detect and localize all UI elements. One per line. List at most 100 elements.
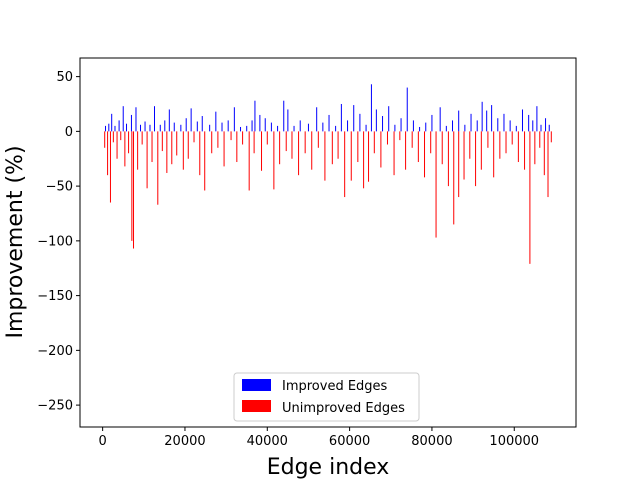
- improved-edge-bar: [476, 120, 478, 132]
- unimproved-edge-bar: [199, 131, 201, 176]
- improved-edge-bar: [521, 109, 523, 132]
- unimproved-edge-bar: [176, 131, 178, 156]
- unimproved-edge-bar: [242, 131, 244, 145]
- unimproved-edge-bar: [543, 131, 545, 176]
- improved-edge-bar: [264, 118, 266, 132]
- unimproved-edge-bar: [480, 131, 482, 170]
- unimproved-edge-bar: [116, 131, 118, 159]
- improved-edge-bar: [509, 120, 511, 132]
- unimproved-edge-bar: [430, 131, 432, 154]
- improved-edge-bar: [347, 120, 349, 132]
- improved-edge-bar: [394, 124, 396, 132]
- unimproved-edge-bar: [453, 131, 455, 225]
- improved-edge-bar: [486, 110, 488, 132]
- x-axis-label: Edge index: [267, 455, 390, 480]
- unimproved-edge-bar: [157, 131, 159, 205]
- unimproved-edge-bar: [386, 131, 388, 145]
- improved-edge-bar: [515, 125, 517, 132]
- improved-edge-bar: [548, 124, 550, 132]
- unimproved-edge-bar: [187, 131, 189, 159]
- improved-edge-bar: [406, 87, 408, 132]
- unimproved-edge-bar: [253, 131, 255, 154]
- improved-edge-bar: [419, 126, 421, 132]
- y-tick-label: 0: [65, 125, 73, 140]
- unimproved-edge-bar: [550, 131, 552, 143]
- improved-edge-bar: [316, 107, 318, 132]
- unimproved-edge-bar: [493, 131, 495, 178]
- improved-edge-bar: [458, 110, 460, 132]
- improved-edge-bar: [365, 124, 367, 132]
- unimproved-edge-bar: [151, 131, 153, 163]
- improved-edge-bar: [425, 122, 427, 132]
- unimproved-edge-bar: [133, 131, 135, 249]
- improved-edge-bar: [293, 125, 295, 132]
- improved-edge-bar: [445, 125, 447, 132]
- legend: Improved Edges Unimproved Edges: [233, 372, 420, 422]
- improved-edge-bar: [307, 123, 309, 132]
- unimproved-edge-bar: [447, 131, 449, 187]
- improved-edge-bar: [201, 116, 203, 132]
- unimproved-edge-bar: [487, 131, 489, 148]
- improved-edge-bar: [375, 109, 377, 132]
- improved-edge-bar: [470, 113, 472, 132]
- improved-edge-bar: [251, 120, 253, 132]
- improved-edge-bar: [154, 106, 155, 132]
- unimproved-edge-bar: [393, 131, 395, 176]
- improved-edge-bar: [491, 105, 493, 132]
- unimproved-edge-bar: [324, 131, 326, 181]
- improved-edge-bar: [277, 125, 279, 132]
- improved-edge-bar: [173, 122, 175, 132]
- unimproved-edge-bar: [424, 131, 426, 178]
- x-tick-label: 20000: [164, 434, 205, 449]
- x-tick-label: 0: [98, 434, 106, 449]
- unimproved-edge-bar: [499, 131, 501, 159]
- bars-layer: [104, 84, 552, 264]
- unimproved-edge-bar: [109, 131, 111, 203]
- improved-edge-bar: [209, 124, 211, 132]
- unimproved-edge-bar: [261, 131, 263, 171]
- improved-edge-bar: [190, 108, 192, 132]
- unimproved-edge-bar: [120, 131, 122, 141]
- unimproved-edge-bar: [475, 131, 477, 187]
- unimproved-edge-bar: [331, 131, 333, 165]
- unimproved-edge-bar: [131, 131, 133, 241]
- improved-edge-bar: [359, 113, 361, 132]
- legend-frame: [233, 372, 420, 422]
- unimproved-edge-bar: [337, 131, 339, 159]
- unimproved-edge-bar: [373, 131, 375, 154]
- improved-edge-bar: [283, 100, 285, 132]
- unimproved-edge-bar: [417, 131, 419, 163]
- unimproved-edge-bar: [463, 131, 465, 180]
- improved-edge-bar: [545, 118, 547, 132]
- improved-edge-bar: [452, 120, 454, 132]
- unimproved-edge-bar: [223, 131, 225, 167]
- improved-edge-bar: [114, 125, 116, 132]
- improved-edge-bar: [149, 124, 151, 132]
- improved-edge-bar: [111, 113, 113, 132]
- improved-edge-bar: [497, 118, 499, 132]
- improved-edge-bar: [254, 100, 256, 132]
- unimproved-edge-bar: [368, 131, 370, 182]
- improved-edge-bar: [353, 105, 355, 132]
- improved-edge-bar: [122, 106, 124, 132]
- unimproved-edge-bar: [141, 131, 143, 145]
- unimproved-edge-bar: [304, 131, 306, 154]
- unimproved-edge-bar: [517, 131, 519, 163]
- improved-edge-bar: [370, 84, 372, 132]
- legend-label-unimproved: Unimproved Edges: [282, 401, 405, 416]
- unimproved-edge-bar: [291, 131, 293, 159]
- improved-edge-bar: [126, 123, 128, 132]
- improved-edge-bar: [140, 124, 142, 132]
- legend-label-improved: Improved Edges: [282, 379, 388, 394]
- unimproved-edge-bar: [363, 131, 365, 189]
- unimproved-edge-bar: [399, 131, 401, 141]
- improved-edge-bar: [412, 120, 414, 132]
- improved-edge-bar: [135, 107, 137, 132]
- legend-swatch-unimproved: [242, 400, 271, 412]
- improved-edge-bar: [221, 122, 223, 132]
- unimproved-edge-bar: [217, 131, 219, 148]
- improved-edge-bar: [130, 114, 132, 132]
- x-tick-label: 80000: [411, 434, 452, 449]
- unimproved-edge-bar: [112, 131, 114, 143]
